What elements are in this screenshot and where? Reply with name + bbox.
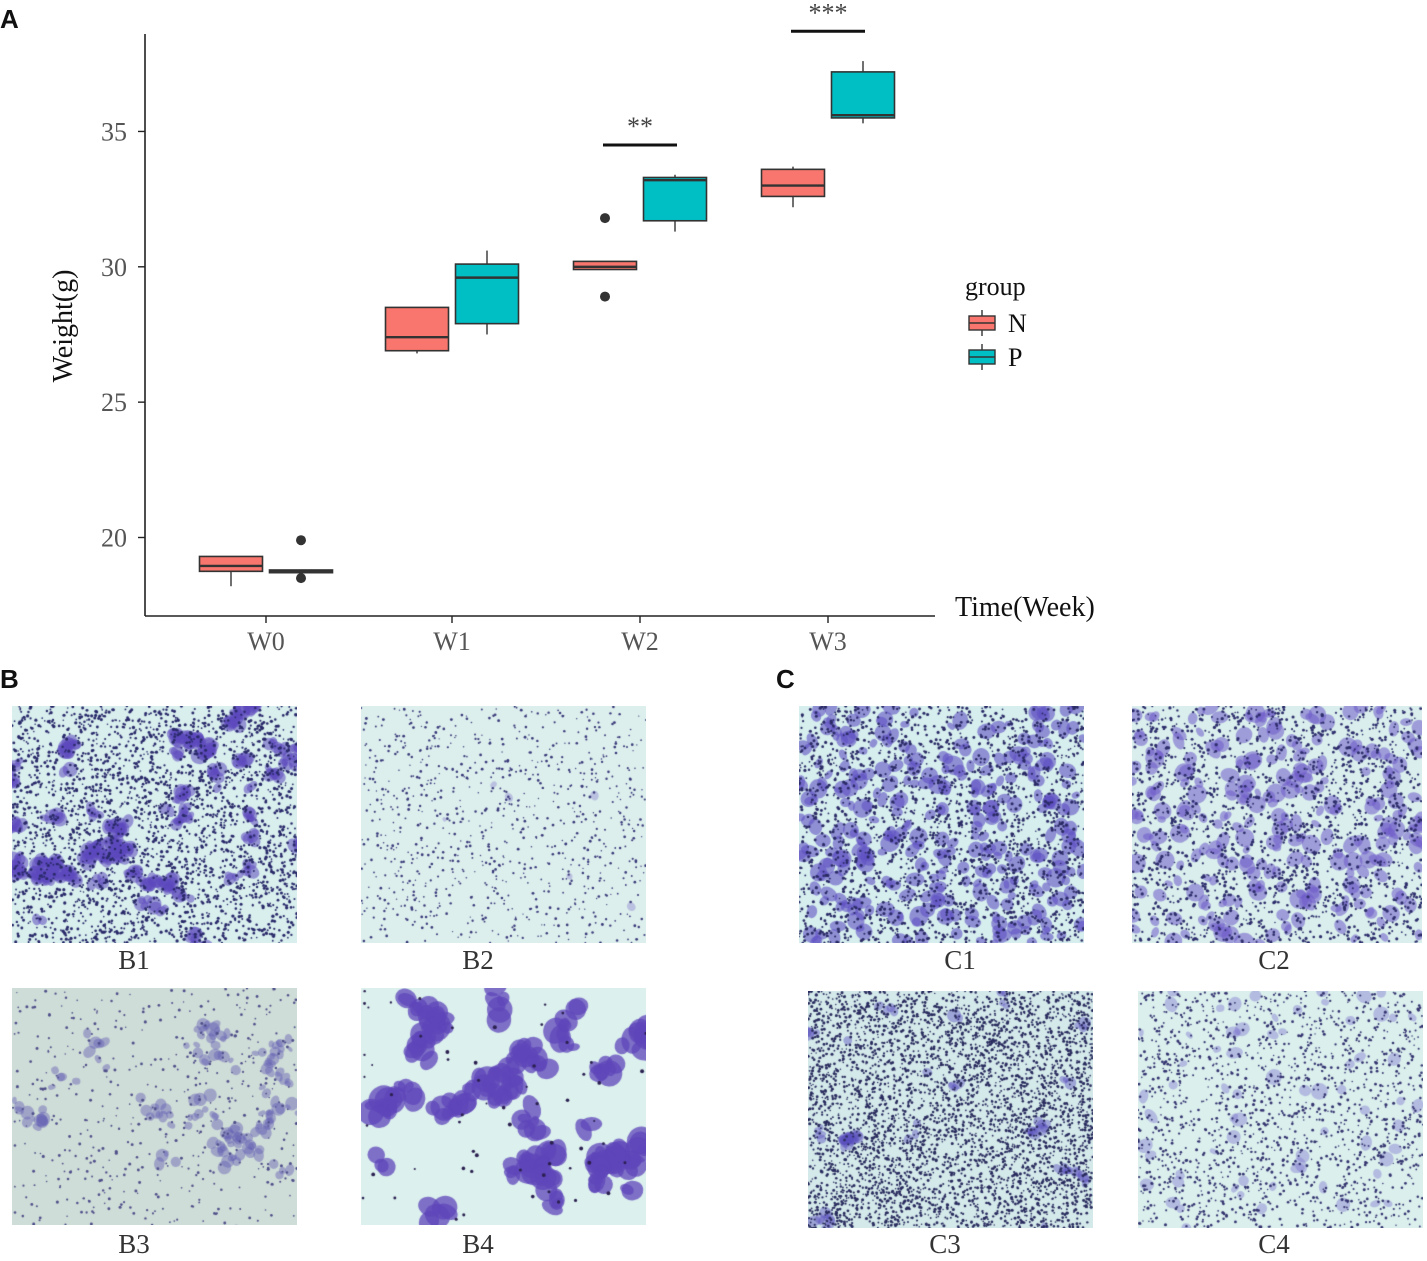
x-tick-label: W1 bbox=[433, 627, 471, 656]
micrograph-b3 bbox=[12, 988, 297, 1225]
outlier-n-w2 bbox=[600, 213, 610, 224]
panel-label-b: B bbox=[0, 664, 19, 694]
micrograph-b1 bbox=[12, 706, 297, 943]
panel-label-c: C bbox=[776, 664, 795, 694]
micrograph-b4 bbox=[361, 988, 646, 1225]
box-n-w1 bbox=[384, 306, 450, 352]
legend-title: group bbox=[965, 272, 1026, 301]
box-n-w3 bbox=[760, 168, 826, 198]
outlier-p-w0 bbox=[296, 535, 306, 546]
micrograph-label-c2: C2 bbox=[1258, 945, 1290, 975]
significance-label-w3: *** bbox=[809, 0, 848, 27]
legend-label-n: N bbox=[1008, 309, 1027, 338]
micrograph-label-c4: C4 bbox=[1258, 1229, 1290, 1259]
x-tick-label: W3 bbox=[809, 627, 847, 656]
micrograph-label-c1: C1 bbox=[944, 945, 976, 975]
micrograph-c1 bbox=[799, 706, 1084, 943]
micrograph-label-c3: C3 bbox=[929, 1229, 961, 1259]
box-n-w2 bbox=[572, 260, 638, 271]
box-p-w3 bbox=[830, 71, 896, 119]
y-tick-label: 30 bbox=[101, 253, 127, 282]
significance-label-w2: ** bbox=[627, 112, 653, 141]
micrograph-b2 bbox=[361, 706, 646, 943]
y-tick-label: 35 bbox=[101, 117, 127, 146]
box-n-w0 bbox=[198, 555, 264, 573]
micrograph-c4 bbox=[1138, 991, 1423, 1228]
micrograph-c3 bbox=[808, 991, 1093, 1228]
x-tick-label: W2 bbox=[621, 627, 659, 656]
micrograph-label-b3: B3 bbox=[118, 1229, 150, 1259]
y-tick-label: 20 bbox=[101, 523, 127, 552]
micrograph-label-b2: B2 bbox=[462, 945, 494, 975]
outlier-p-w0 bbox=[296, 573, 306, 584]
legend-label-p: P bbox=[1008, 343, 1022, 372]
x-tick-label: W0 bbox=[247, 627, 285, 656]
box-p-w1 bbox=[454, 263, 520, 325]
box-p-w2 bbox=[642, 176, 708, 222]
panel-label-a: A bbox=[0, 4, 19, 34]
micrograph-label-b4: B4 bbox=[462, 1229, 494, 1259]
y-axis-title: Weight(g) bbox=[48, 270, 79, 383]
x-axis-title: Time(Week) bbox=[955, 592, 1095, 623]
micrograph-label-b1: B1 bbox=[118, 945, 150, 975]
outlier-n-w2 bbox=[600, 291, 610, 302]
y-tick-label: 25 bbox=[101, 388, 127, 417]
micrograph-c2 bbox=[1132, 706, 1422, 943]
